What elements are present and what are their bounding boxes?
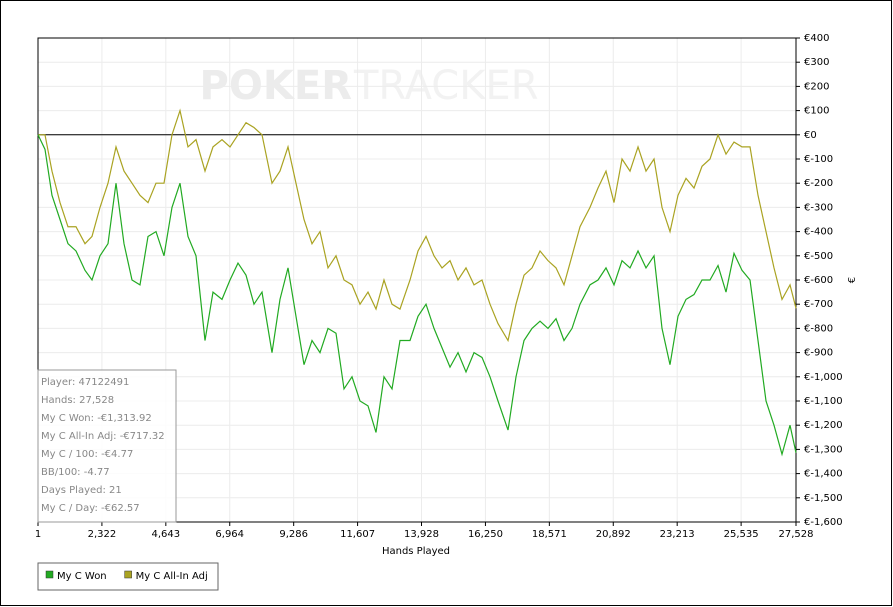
legend-swatch	[45, 570, 54, 579]
info-line: My C / 100: -€4.77	[41, 449, 133, 460]
y-tick-label: €-400	[804, 227, 833, 238]
info-line: Days Played: 21	[41, 485, 122, 496]
x-tick-label: 25,535	[724, 529, 759, 540]
y-tick-label: €200	[804, 81, 829, 92]
y-tick-label: €-500	[804, 251, 833, 262]
y-tick-label: €-1,100	[804, 396, 843, 407]
info-line: Hands: 27,528	[41, 395, 114, 406]
series-line	[38, 108, 797, 343]
y-tick-label: €-900	[804, 348, 833, 359]
info-box	[37, 369, 177, 523]
y-tick-label: €-1,200	[804, 420, 843, 431]
y-tick-label: €-1,500	[804, 493, 843, 504]
info-line: Player: 47122491	[41, 377, 129, 388]
y-tick-label: €-600	[804, 275, 833, 286]
info-line: My C Won: -€1,313.92	[41, 413, 152, 424]
y-tick-label: €-100	[804, 154, 833, 165]
y-tick-label: €-700	[804, 299, 833, 310]
y-tick-label: €400	[804, 33, 829, 44]
x-tick-label: 27,528	[779, 529, 814, 540]
series-line	[37, 134, 797, 457]
x-tick-label: 6,964	[215, 529, 244, 540]
y-tick-label: €100	[804, 106, 829, 117]
y-tick-label: €-1,600	[804, 517, 843, 528]
x-tick-label: 2,322	[88, 529, 117, 540]
legend-label: My C Won	[57, 571, 107, 582]
x-tick-label: 9,286	[279, 529, 308, 540]
y-tick-label: €-1,300	[804, 444, 843, 455]
x-tick-label: 1	[35, 529, 41, 540]
info-line: BB/100: -4.77	[41, 467, 110, 478]
x-axis-label: Hands Played	[382, 546, 450, 557]
x-tick-label: 16,250	[468, 529, 503, 540]
legend-swatch	[124, 570, 132, 579]
x-tick-label: 18,571	[532, 529, 567, 540]
y-tick-label: €0	[804, 130, 817, 141]
x-tick-label: 20,892	[596, 529, 631, 540]
x-tick-label: 11,607	[340, 529, 375, 540]
y-tick-label: €-300	[804, 202, 833, 213]
info-line: My C All-In Adj: -€717.32	[41, 431, 165, 442]
y-axis-label: €	[847, 277, 858, 283]
y-tick-label: €-200	[804, 178, 833, 189]
x-tick-label: 23,213	[660, 529, 695, 540]
y-tick-label: €-800	[804, 323, 833, 334]
info-line: My C / Day: -€62.57	[41, 503, 140, 514]
plot-border	[37, 37, 797, 523]
x-tick-label: 13,928	[404, 529, 439, 540]
legend-label: My C All-In Adj	[136, 571, 208, 582]
y-tick-label: €300	[804, 57, 829, 68]
y-tick-label: €-1,400	[804, 469, 843, 480]
x-tick-label: 4,643	[152, 529, 181, 540]
y-tick-label: €-1,000	[804, 372, 843, 383]
